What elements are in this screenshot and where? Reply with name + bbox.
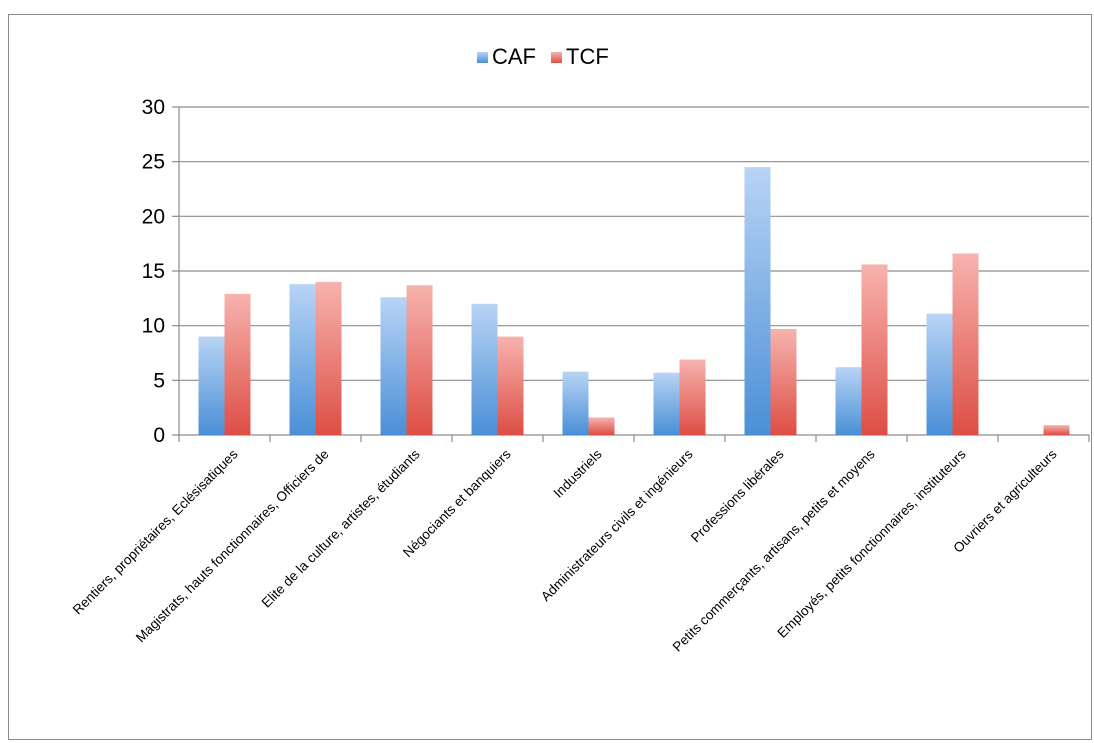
x-category-label: Employés, petits fonctionnaires, institu… <box>774 446 968 640</box>
y-axis: 0 5 10 15 20 25 30 <box>142 96 180 447</box>
bar-tcf <box>588 417 615 435</box>
legend-label-tcf: TCF <box>566 44 609 69</box>
legend-swatch-caf <box>477 52 488 63</box>
chart-frame: CAF TCF 0 5 10 15 20 25 30 Rentiers, propriétai… <box>8 14 1092 740</box>
x-category-label: Magistrats, hauts fonctionnaires, Offici… <box>133 447 332 646</box>
bar-tcf <box>406 285 433 435</box>
x-axis <box>178 434 1090 442</box>
bar-caf <box>926 313 953 435</box>
x-category-label: Ouvriers et agriculteurs <box>950 446 1059 555</box>
x-category-label: Administrateurs civils et ingénieurs <box>538 446 696 604</box>
bar-caf <box>289 284 316 435</box>
x-category-label: Rentiers, propriétaires, Eclésisatiques <box>70 446 241 617</box>
bar-tcf <box>861 264 888 435</box>
y-tick-label: 5 <box>153 369 165 392</box>
x-category-label: Petits commerçants, artisans, petits et … <box>670 446 878 654</box>
bar-tcf <box>315 281 342 435</box>
y-tick-label: 0 <box>153 424 165 447</box>
bar-tcf <box>224 293 251 435</box>
legend: CAF TCF <box>477 44 609 69</box>
y-tick-label: 10 <box>142 315 165 338</box>
y-tick-label: 20 <box>142 205 165 228</box>
x-category-label: Industriels <box>551 446 605 500</box>
bar-chart: CAF TCF 0 5 10 15 20 25 30 Rentiers, propriétai… <box>70 44 1090 654</box>
bar-tcf <box>952 253 979 435</box>
bar-tcf <box>770 328 797 435</box>
category-labels: Rentiers, propriétaires, EclésisatiquesM… <box>70 446 1060 654</box>
bar-tcf <box>497 336 524 435</box>
bar-caf <box>562 371 589 435</box>
y-tick-label: 25 <box>142 151 165 174</box>
legend-swatch-tcf <box>551 52 562 63</box>
bar-tcf <box>679 359 706 435</box>
y-tick-label: 15 <box>142 260 165 283</box>
bars <box>198 167 1070 435</box>
x-category-label: Elite de la culture, artistes, étudiants <box>259 446 423 610</box>
bar-caf <box>198 336 225 435</box>
bar-caf <box>835 367 862 435</box>
y-tick-label: 30 <box>142 96 165 119</box>
legend-label-caf: CAF <box>492 44 536 69</box>
bar-caf <box>471 303 498 435</box>
bar-tcf <box>1043 425 1070 435</box>
bar-caf <box>653 372 680 435</box>
x-category-label: Négociants et banquiers <box>400 446 514 560</box>
x-category-label: Professions libérales <box>688 446 787 545</box>
bar-caf <box>744 167 771 435</box>
bar-caf <box>380 297 407 435</box>
